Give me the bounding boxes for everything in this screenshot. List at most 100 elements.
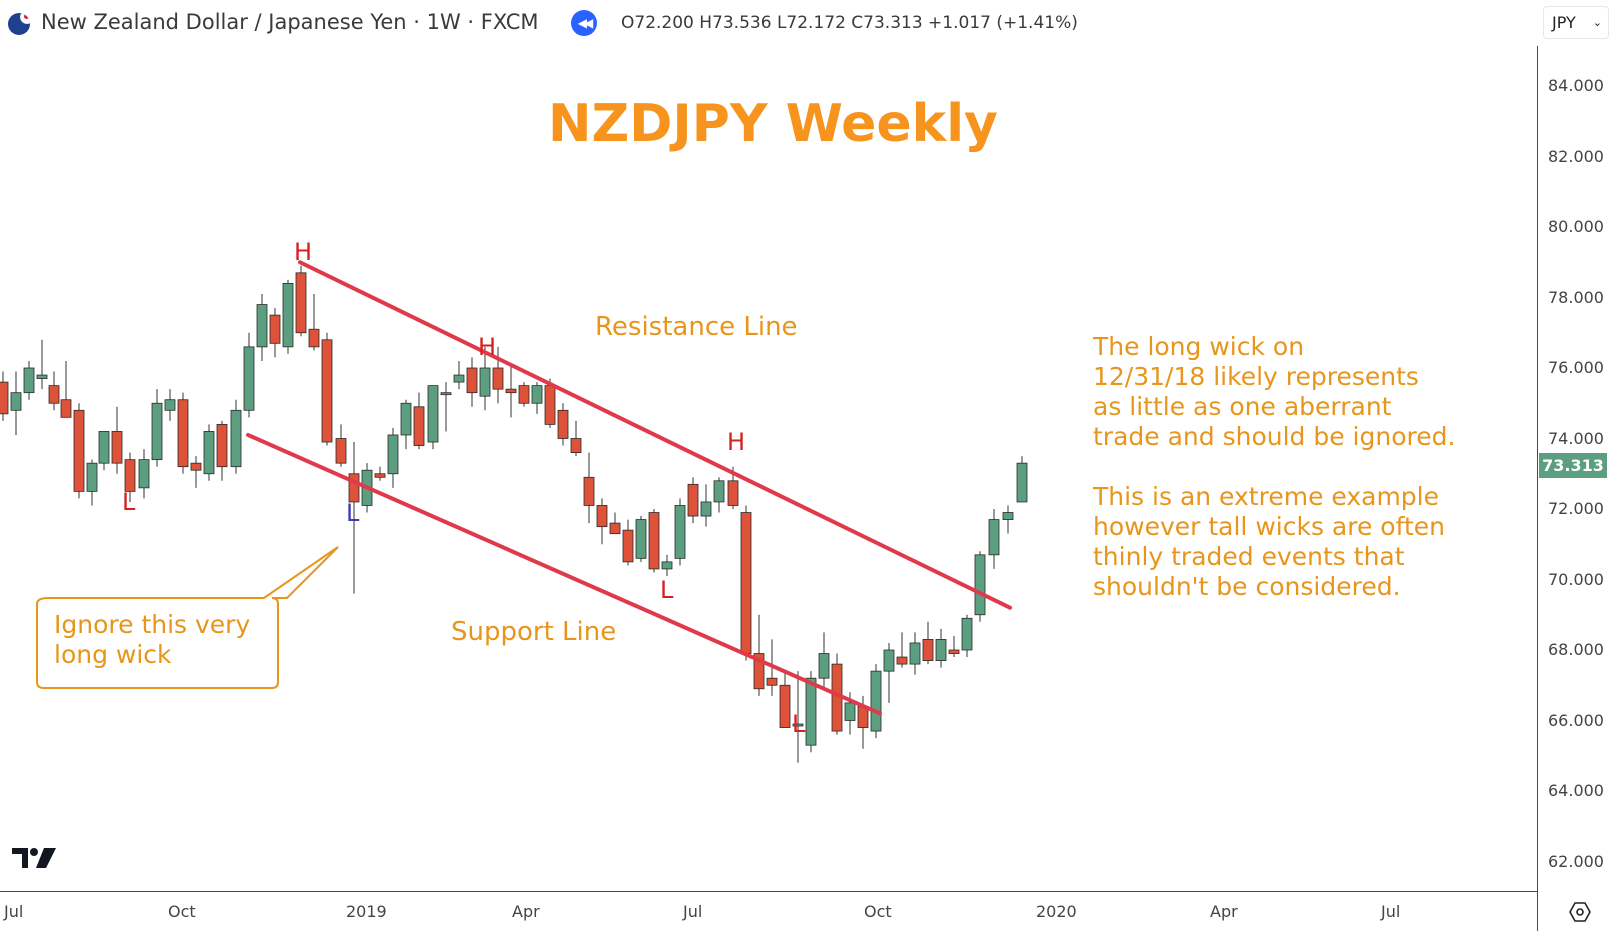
time-tick-label: Jul <box>1381 902 1401 921</box>
currency-pair-flag-icon <box>8 13 30 35</box>
price-tick-label: 64.000 <box>1548 781 1604 800</box>
candle <box>387 427 399 488</box>
callout-bubble <box>36 546 339 689</box>
candle <box>883 642 895 703</box>
candle <box>321 332 333 446</box>
candle <box>427 385 439 450</box>
tradingview-logo-icon <box>12 848 56 868</box>
candle <box>282 279 294 354</box>
candle <box>256 293 268 361</box>
candle <box>570 420 582 457</box>
time-axis-border <box>0 891 1537 892</box>
candle <box>0 371 9 421</box>
candle <box>124 452 136 502</box>
candle <box>909 632 921 675</box>
candle <box>308 293 320 351</box>
candle <box>60 360 72 418</box>
support-line[interactable] <box>246 432 882 716</box>
price-tick-label: 74.000 <box>1548 428 1604 448</box>
candle <box>164 389 176 421</box>
time-tick-label: Jul <box>683 902 703 921</box>
candle <box>98 431 110 471</box>
candle <box>440 382 452 432</box>
candle <box>138 449 150 499</box>
rewind-icon[interactable]: ◀◀ <box>571 10 597 36</box>
candle <box>151 389 163 467</box>
price-tick-label: 78.000 <box>1548 287 1604 307</box>
settings-hexagon-icon[interactable] <box>1568 901 1592 923</box>
annotation-note: The long wick on 12/31/18 likely represe… <box>1093 332 1455 632</box>
candle <box>295 265 307 337</box>
symbol-title[interactable]: New Zealand Dollar / Japanese Yen · 1W ·… <box>41 10 539 34</box>
time-tick-label: Apr <box>512 902 540 921</box>
candle <box>713 477 725 513</box>
candle <box>779 671 791 728</box>
chevron-down-icon: ⌄ <box>1592 16 1602 29</box>
candle <box>48 371 60 411</box>
resistance-line[interactable] <box>298 260 1012 610</box>
time-tick-label: Oct <box>168 902 196 921</box>
candle <box>479 346 491 411</box>
candle <box>518 382 530 407</box>
candle <box>348 442 360 594</box>
candle <box>203 424 215 481</box>
ohlc-values: O72.200 H73.536 L72.172 C73.313 +1.017 (… <box>621 13 1078 33</box>
candle <box>230 399 242 474</box>
candle <box>661 554 673 576</box>
high-marker: H <box>478 332 497 361</box>
candle <box>974 551 986 622</box>
candlestick-chart[interactable] <box>0 0 1537 891</box>
candle <box>596 498 608 545</box>
note-paragraph-2: This is an extreme example however tall … <box>1093 482 1445 601</box>
candle <box>687 477 699 524</box>
time-tick-label: Jul <box>4 902 24 921</box>
candle <box>648 509 660 573</box>
price-tick-label: 62.000 <box>1548 851 1604 871</box>
low-marker: L <box>660 576 674 605</box>
low-marker: L <box>792 710 806 739</box>
price-tick-label: 84.000 <box>1548 76 1604 95</box>
candle <box>988 509 1000 569</box>
candle <box>10 371 22 435</box>
candle <box>1016 456 1028 503</box>
candle <box>73 403 85 499</box>
price-tick-label: 70.000 <box>1548 569 1604 589</box>
candle <box>374 466 386 481</box>
last-price-badge: 73.313 <box>1539 453 1607 478</box>
candle <box>505 364 517 418</box>
candle <box>413 392 425 450</box>
candle <box>243 332 255 418</box>
price-tick-label: 82.000 <box>1548 146 1604 166</box>
candle <box>700 484 712 527</box>
candle <box>466 357 478 407</box>
candle <box>635 516 647 562</box>
candle <box>400 399 412 450</box>
currency-select[interactable]: JPY ⌄ <box>1543 6 1609 39</box>
resistance-line-label: Resistance Line <box>595 312 798 342</box>
callout-text: Ignore this very long wick <box>54 610 251 669</box>
note-paragraph-1: The long wick on 12/31/18 likely represe… <box>1093 332 1456 451</box>
price-tick-label: 72.000 <box>1548 499 1604 518</box>
candle <box>190 456 202 488</box>
candle <box>335 424 347 467</box>
candle <box>792 671 804 763</box>
low-marker: L <box>122 487 136 516</box>
low-marker: L <box>346 498 360 527</box>
currency-value: JPY <box>1552 13 1576 32</box>
candle <box>609 512 621 535</box>
candle <box>753 614 765 696</box>
candle <box>740 505 752 661</box>
chart-header: New Zealand Dollar / Japanese Yen · 1W ·… <box>0 0 1537 46</box>
candle <box>216 420 228 481</box>
candle <box>583 452 595 524</box>
time-tick-label: Apr <box>1210 902 1238 921</box>
candle <box>23 360 35 400</box>
time-tick-label: 2019 <box>346 902 387 921</box>
candle <box>269 308 281 358</box>
candle <box>935 628 947 668</box>
candle <box>622 519 634 566</box>
price-axis-border <box>1537 46 1538 931</box>
high-marker: H <box>294 237 313 266</box>
candle <box>492 346 504 404</box>
candle <box>86 459 98 506</box>
